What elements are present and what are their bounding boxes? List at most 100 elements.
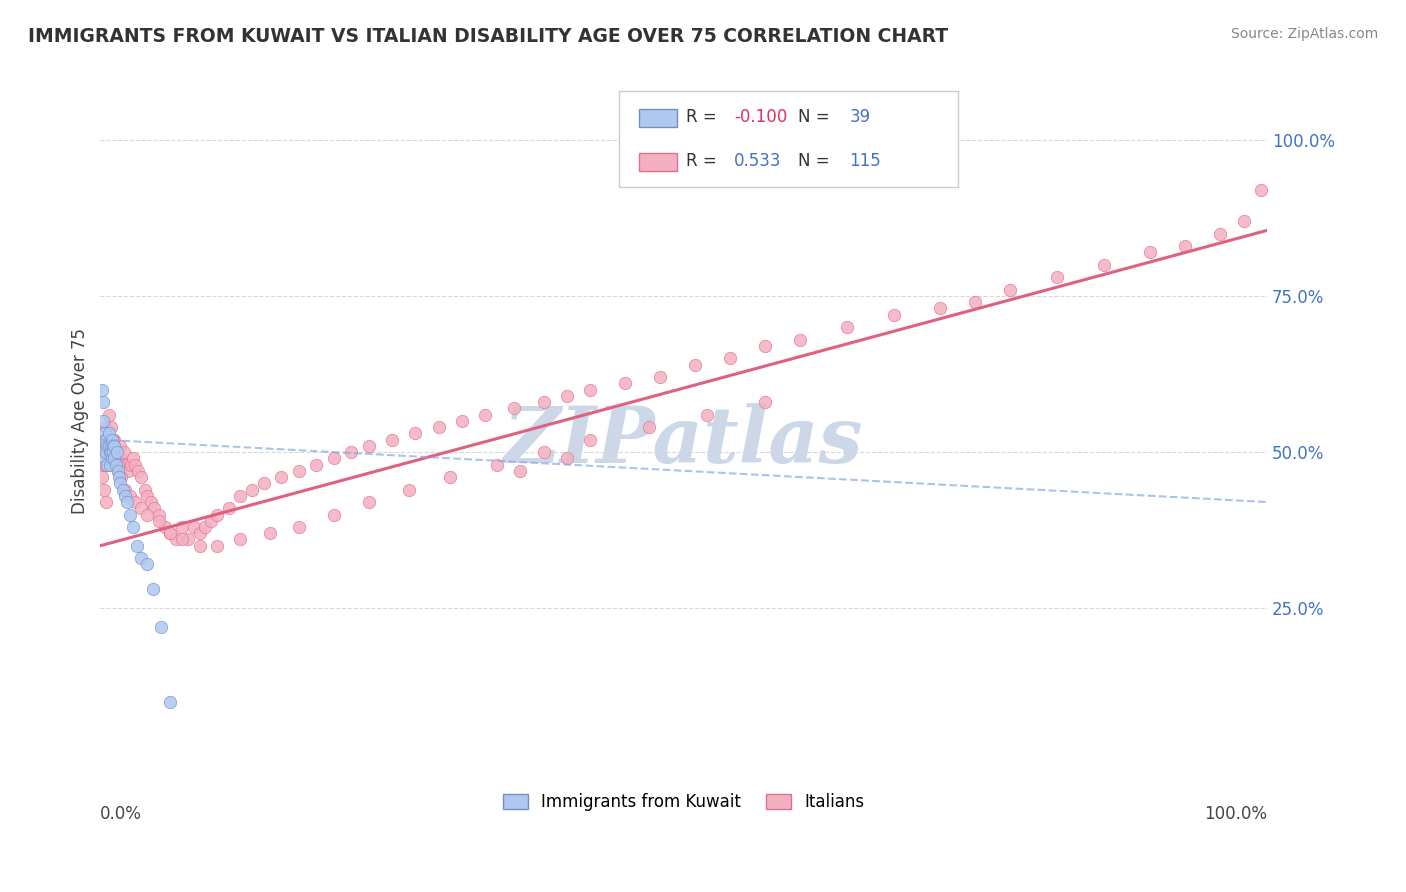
Point	[115, 495, 138, 509]
Point	[127, 464, 149, 478]
Point	[104, 458, 127, 472]
Point	[1209, 227, 1232, 241]
Point	[100, 420, 122, 434]
Point	[96, 458, 118, 472]
Point	[97, 408, 120, 422]
Point	[398, 483, 420, 497]
Point	[139, 495, 162, 509]
Point	[108, 470, 131, 484]
Point	[1250, 183, 1272, 197]
Point	[188, 539, 211, 553]
Point	[110, 470, 132, 484]
Point	[103, 439, 125, 453]
Point	[105, 445, 128, 459]
Point	[96, 495, 118, 509]
Point	[259, 526, 281, 541]
Point	[96, 439, 118, 453]
Point	[1092, 258, 1115, 272]
Point	[183, 520, 205, 534]
Point	[579, 433, 602, 447]
Point	[159, 695, 181, 709]
Point	[194, 520, 217, 534]
Point	[100, 445, 122, 459]
Point	[503, 401, 526, 416]
Point	[118, 489, 141, 503]
Point	[100, 439, 122, 453]
Point	[150, 620, 173, 634]
Point	[322, 508, 344, 522]
FancyBboxPatch shape	[640, 153, 676, 170]
Point	[103, 433, 125, 447]
Point	[117, 464, 139, 478]
Point	[614, 376, 637, 391]
Point	[229, 489, 252, 503]
Point	[112, 445, 135, 459]
Y-axis label: Disability Age Over 75: Disability Age Over 75	[72, 328, 89, 514]
Point	[136, 489, 159, 503]
Point	[188, 526, 211, 541]
Point	[98, 458, 121, 472]
Point	[96, 458, 118, 472]
Point	[1174, 239, 1197, 253]
Point	[509, 464, 531, 478]
Point	[218, 501, 240, 516]
Point	[533, 395, 555, 409]
Point	[322, 451, 344, 466]
Point	[96, 433, 118, 447]
Text: ZIPatlas: ZIPatlas	[503, 403, 863, 480]
Point	[101, 451, 124, 466]
Point	[305, 458, 328, 472]
Point	[200, 514, 222, 528]
Point	[134, 483, 156, 497]
Text: N =: N =	[799, 108, 835, 126]
Point	[91, 445, 114, 459]
Point	[122, 451, 145, 466]
Point	[103, 433, 125, 447]
Point	[94, 426, 117, 441]
Point	[93, 458, 115, 472]
Point	[90, 383, 112, 397]
Point	[205, 539, 228, 553]
Point	[124, 495, 146, 509]
Point	[91, 414, 114, 428]
Point	[96, 420, 118, 434]
Point	[555, 389, 578, 403]
Point	[439, 470, 461, 484]
Point	[555, 451, 578, 466]
Point	[107, 464, 129, 478]
Point	[381, 433, 404, 447]
Point	[122, 520, 145, 534]
Point	[965, 295, 987, 310]
Point	[107, 464, 129, 478]
Text: R =: R =	[686, 108, 721, 126]
Point	[96, 445, 118, 459]
Point	[120, 458, 142, 472]
Point	[205, 508, 228, 522]
Text: -0.100: -0.100	[734, 108, 787, 126]
Point	[650, 370, 672, 384]
Point	[579, 383, 602, 397]
Point	[100, 445, 122, 459]
Point	[101, 433, 124, 447]
Point	[124, 458, 146, 472]
Point	[835, 320, 858, 334]
Point	[104, 445, 127, 459]
Point	[98, 458, 121, 472]
Point	[287, 464, 309, 478]
Point	[789, 333, 811, 347]
Point	[90, 470, 112, 484]
Point	[170, 520, 193, 534]
Point	[929, 301, 952, 316]
FancyBboxPatch shape	[640, 110, 676, 127]
Point	[253, 476, 276, 491]
Point	[91, 395, 114, 409]
Point	[115, 458, 138, 472]
Point	[110, 451, 132, 466]
Point	[129, 501, 152, 516]
Point	[159, 526, 181, 541]
Point	[96, 445, 118, 459]
Point	[105, 458, 128, 472]
Point	[1000, 283, 1022, 297]
Point	[104, 445, 127, 459]
Point	[114, 489, 136, 503]
